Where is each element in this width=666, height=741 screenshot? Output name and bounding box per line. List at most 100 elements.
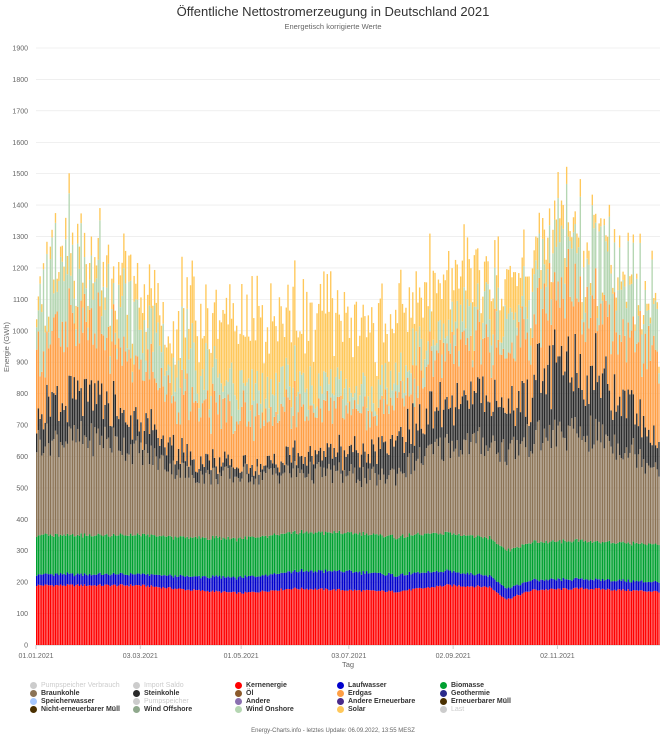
bar-laufwasser <box>374 572 376 591</box>
bar-laufwasser <box>191 576 193 591</box>
legend-item[interactable]: Speicherwasser <box>30 698 94 705</box>
legend-item[interactable]: Andere Erneuerbare <box>337 698 415 705</box>
legend-item[interactable]: Erdgas <box>337 690 372 697</box>
bar-braunkohle <box>470 442 472 536</box>
bar-laufwasser <box>589 579 592 590</box>
bar-laufwasser <box>369 573 371 591</box>
bar-solar <box>533 250 535 275</box>
bar-laufwasser <box>504 587 506 599</box>
bar-wind-onshore <box>141 353 144 381</box>
bar-biomasse <box>61 535 63 575</box>
bar-steinkohle <box>372 444 375 467</box>
legend-label: Nicht-erneuerbarer Müll <box>41 706 120 713</box>
bar-steinkohle <box>646 436 648 464</box>
legend-item[interactable]: Pumpspeicher Verbrauch <box>30 682 120 689</box>
legend-item[interactable]: Kernenergie <box>235 682 287 689</box>
bar-braunkohle <box>412 452 414 536</box>
bar-laufwasser <box>206 577 209 591</box>
bar-biomasse <box>459 535 462 574</box>
legend-item[interactable]: Erneuerbarer Müll <box>440 698 511 705</box>
bar-erdgas <box>123 336 125 410</box>
bar-biomasse <box>242 538 245 578</box>
legend-item[interactable]: Pumpspeicher <box>133 698 189 705</box>
bar-biomasse <box>442 534 445 573</box>
bar-solar <box>374 362 376 412</box>
legend-item[interactable]: Solar <box>337 706 366 713</box>
legend-item[interactable]: Biomasse <box>440 682 484 689</box>
bar-kernenergie <box>335 590 337 645</box>
bar-erdgas <box>598 325 600 376</box>
bar-erdgas <box>212 383 214 450</box>
bar-laufwasser <box>555 580 558 590</box>
legend-item[interactable]: Import Saldo <box>133 682 184 689</box>
bar-kernenergie <box>374 590 376 645</box>
legend-label: Speicherwasser <box>41 698 95 705</box>
bar-laufwasser <box>174 575 176 589</box>
bar-braunkohle <box>306 477 308 532</box>
legend-item[interactable]: Steinkohle <box>133 690 179 697</box>
bar-biomasse <box>184 538 187 577</box>
bar-braunkohle <box>393 469 395 538</box>
bar-steinkohle <box>434 411 436 442</box>
bar-wind-onshore <box>136 299 139 357</box>
bar-biomasse <box>615 543 617 582</box>
bar-braunkohle <box>261 480 264 536</box>
bar-solar <box>458 288 460 351</box>
bar-braunkohle <box>586 435 588 543</box>
bar-wind-onshore <box>275 372 277 412</box>
bar-erdgas <box>157 390 159 438</box>
bar-kernenergie <box>365 589 368 645</box>
legend-item[interactable]: Wind Offshore <box>133 706 192 713</box>
bar-steinkohle <box>617 405 619 444</box>
legend-item[interactable]: Braunkohle <box>30 690 80 697</box>
bar-steinkohle <box>528 425 530 457</box>
legend-item[interactable]: Laufwasser <box>337 682 387 689</box>
legend-item[interactable]: Nicht-erneuerbarer Müll <box>30 706 120 713</box>
bar-kernenergie <box>258 592 260 645</box>
bar-laufwasser <box>285 572 287 589</box>
bar-biomasse <box>400 536 402 575</box>
legend-item[interactable]: Andere <box>235 698 270 705</box>
bar-solar <box>141 313 144 354</box>
bar-kernenergie <box>68 584 70 645</box>
bar-biomasse <box>126 535 128 575</box>
legend-item[interactable]: Geothermie <box>440 690 490 697</box>
bar-laufwasser <box>425 572 428 588</box>
bar-solar <box>94 257 96 282</box>
bar-braunkohle <box>275 473 277 535</box>
legend-item[interactable]: Last <box>440 706 464 713</box>
bar-erdgas <box>343 419 346 451</box>
bar-wind-onshore <box>328 384 330 411</box>
bar-kernenergie <box>89 585 91 645</box>
bar-erdgas <box>557 281 559 357</box>
bar-steinkohle <box>261 469 264 481</box>
bar-wind-onshore <box>391 390 393 406</box>
legend-item[interactable]: Wind Onshore <box>235 706 294 713</box>
bar-braunkohle <box>365 483 368 534</box>
bar-wind-onshore <box>124 283 127 352</box>
bar-steinkohle <box>300 455 303 470</box>
bar-kernenergie <box>297 589 299 645</box>
bar-laufwasser <box>172 577 175 590</box>
bar-biomasse <box>364 534 366 574</box>
bar-wind-onshore <box>624 286 626 336</box>
bar-laufwasser <box>507 587 510 599</box>
y-tick-label: 800 <box>16 391 28 398</box>
bar-braunkohle <box>533 444 535 541</box>
bar-steinkohle <box>73 377 75 425</box>
bar-erdgas <box>41 371 43 415</box>
legend-item[interactable]: Öl <box>235 690 253 697</box>
bar-steinkohle <box>483 411 486 456</box>
bar-laufwasser <box>259 576 262 592</box>
bar-braunkohle <box>131 464 134 536</box>
bar-laufwasser <box>386 575 388 592</box>
bar-kernenergie <box>90 585 93 645</box>
bar-biomasse <box>321 531 323 571</box>
bar-kernenergie <box>159 587 161 645</box>
bar-biomasse <box>193 537 195 577</box>
bar-erdgas <box>410 394 412 444</box>
bar-kernenergie <box>569 589 571 645</box>
bar-braunkohle <box>357 479 359 535</box>
bar-biomasse <box>131 535 134 575</box>
bar-braunkohle <box>482 437 484 539</box>
